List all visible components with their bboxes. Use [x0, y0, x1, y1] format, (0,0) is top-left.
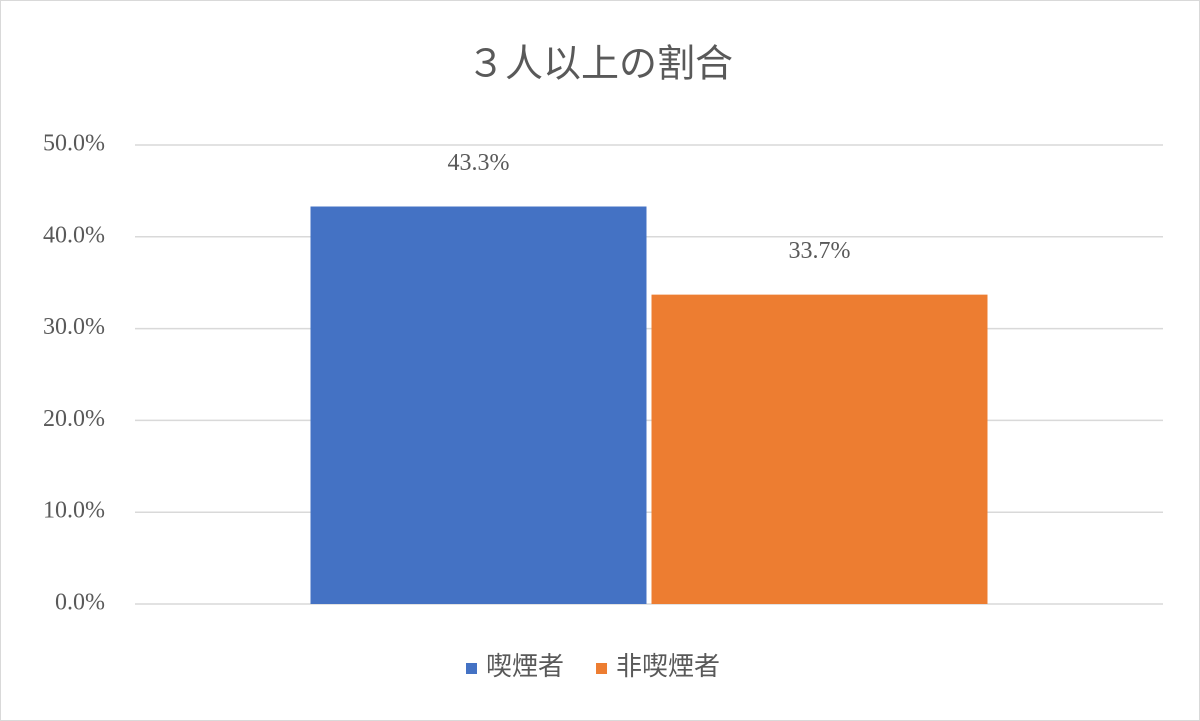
bar [310, 206, 647, 605]
bar [651, 294, 988, 604]
y-tick-label: 30.0% [43, 314, 105, 340]
data-label: 33.7% [789, 238, 851, 264]
legend-swatch [596, 663, 608, 674]
data-label: 43.3% [448, 150, 510, 176]
chart-title: ３人以上の割合 [467, 44, 733, 86]
legend-label: 喫煙者 [486, 652, 564, 681]
y-tick-label: 10.0% [43, 498, 105, 524]
y-tick-label: 50.0% [43, 131, 105, 157]
y-tick-label: 40.0% [43, 222, 105, 248]
y-tick-label: 0.0% [55, 590, 105, 616]
y-tick-label: 20.0% [43, 406, 105, 432]
legend-label: 非喫煙者 [616, 652, 720, 681]
legend-swatch [466, 663, 477, 674]
